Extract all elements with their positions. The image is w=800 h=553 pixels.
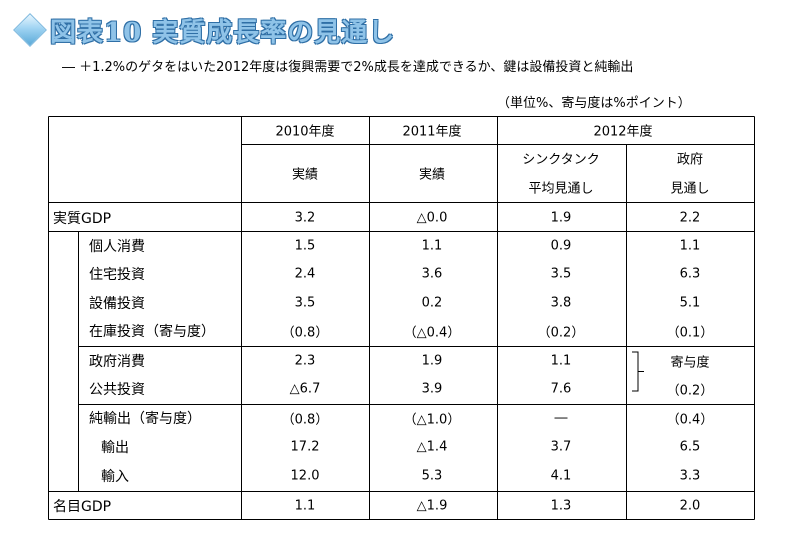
table-cell-v2010: （0.8）: [281, 412, 329, 428]
header-gov-line2: 見通し: [670, 181, 710, 197]
table-cell-v2010: 1.1: [294, 498, 316, 514]
table-cell-tt2012: 1.9: [550, 210, 572, 226]
title: 図表10 実質成長率の見通し: [13, 12, 396, 48]
table-cell-gov2012: 2.2: [679, 210, 701, 226]
table-cell-v2011: （△0.4）: [403, 325, 461, 341]
table-cell-tt2012: 1.3: [550, 498, 572, 514]
row-label: 政府消費: [89, 354, 145, 370]
table-cell-gov2012: （0.4）: [666, 412, 714, 428]
table-cell-gov2012: （0.2）: [666, 383, 714, 399]
table-cell-gov2012: 6.5: [679, 439, 701, 455]
table-cell-gov2012: 6.3: [679, 266, 701, 282]
table-cell-gov2012: 1.1: [679, 238, 701, 254]
diamond-icon: [13, 13, 47, 47]
table-cell-v2010: 2.4: [294, 266, 316, 282]
table-cell-tt2012: 4.1: [550, 468, 572, 484]
row-label: 住宅投資: [89, 267, 145, 283]
row-label: 公共投資: [89, 382, 145, 398]
forecast-table: 2010年度 2011年度 2012年度 実績 実績 シンクタンク 平均見通し …: [48, 116, 755, 520]
table-cell-tt2012: 1.1: [550, 353, 572, 369]
table-cell-v2010: 1.5: [294, 238, 316, 254]
table-cell-v2010: 12.0: [290, 468, 320, 484]
table-cell-v2011: △1.4: [416, 439, 448, 455]
table-cell-v2010: △6.7: [289, 381, 321, 397]
header-actual-2010: 実績: [291, 167, 319, 183]
table-cell-gov2012: 3.3: [679, 468, 701, 484]
table-cell-v2010: 17.2: [290, 439, 320, 455]
table-cell-gov2012: 5.1: [679, 295, 701, 311]
title-text: 図表10 実質成長率の見通し: [50, 17, 396, 48]
table-cell-v2010: 2.3: [294, 353, 316, 369]
row-label: 在庫投資（寄与度）: [89, 324, 215, 340]
table-cell-v2010: （0.8）: [281, 325, 329, 341]
row-label: 輸入: [101, 469, 129, 485]
header-2012: 2012年度: [593, 124, 653, 140]
row-label: 名目GDP: [53, 499, 112, 515]
row-label: 個人消費: [89, 239, 145, 255]
table-cell-gov2012: （0.1）: [666, 325, 714, 341]
header-2011: 2011年度: [402, 124, 462, 140]
table-cell-tt2012: （0.2）: [537, 325, 585, 341]
table-cell-v2011: 3.6: [421, 266, 443, 282]
table-cell-v2010: 3.5: [294, 295, 316, 311]
header-think-tank-line1: シンクタンク: [522, 152, 600, 168]
header-think-tank-line2: 平均見通し: [528, 181, 594, 197]
table-cell-v2011: 0.2: [421, 295, 443, 311]
table-grid: [48, 116, 755, 520]
table-cell-v2011: 5.3: [421, 468, 443, 484]
table-cell-tt2012: 7.6: [550, 381, 572, 397]
table-cell-tt2012: 3.5: [550, 266, 572, 282]
table-cell-gov2012: 寄与度: [670, 355, 710, 371]
table-cell-v2011: 1.9: [421, 353, 443, 369]
table-cell-tt2012: ―: [554, 410, 568, 426]
subtitle: ― ＋1.2%のゲタをはいた2012年度は復興需要で2%成長を達成できるか、鍵は…: [62, 60, 634, 75]
table-cell-tt2012: 3.8: [550, 295, 572, 311]
table-cell-v2010: 3.2: [294, 210, 316, 226]
row-label: 輸出: [101, 440, 129, 456]
table-cell-v2011: △0.0: [416, 210, 448, 226]
table-cell-tt2012: 3.7: [550, 439, 572, 455]
row-label: 純輸出（寄与度）: [89, 411, 201, 427]
table-cell-gov2012: 2.0: [679, 498, 701, 514]
header-2010: 2010年度: [275, 124, 335, 140]
table-cell-v2011: △1.9: [416, 498, 448, 514]
table-cell-v2011: （△1.0）: [403, 412, 461, 428]
row-label: 設備投資: [89, 296, 145, 312]
table-cell-v2011: 1.1: [421, 238, 443, 254]
table-cell-v2011: 3.9: [421, 381, 443, 397]
table-cell-tt2012: 0.9: [550, 238, 572, 254]
header-actual-2011: 実績: [418, 167, 446, 183]
unit-note: （単位%、寄与度は%ポイント）: [497, 96, 691, 111]
header-gov-line1: 政府: [676, 152, 704, 168]
row-label: 実質GDP: [53, 211, 112, 227]
bracket: [632, 351, 639, 392]
